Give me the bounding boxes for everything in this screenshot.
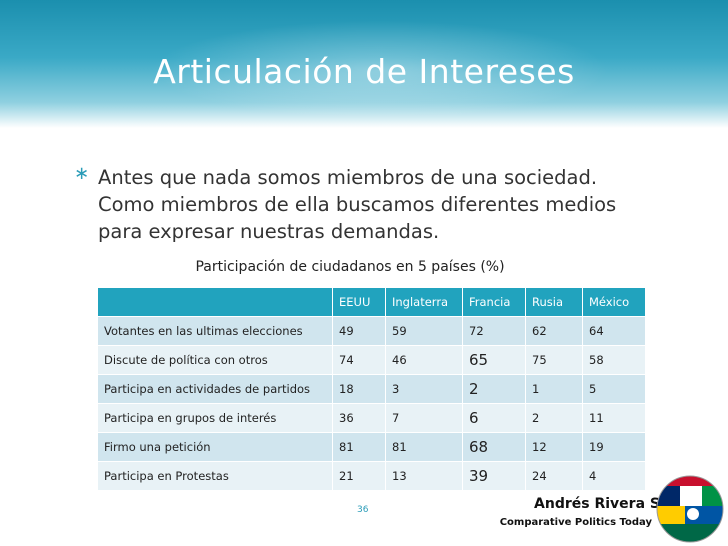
table-cell: 12 — [525, 432, 583, 462]
table-cell: 21 — [332, 461, 386, 491]
table-cell: 1 — [525, 374, 583, 404]
bullet-text: Antes que nada somos miembros de una soc… — [98, 166, 617, 243]
table-cell: 81 — [332, 432, 386, 462]
table-cell: 75 — [525, 345, 583, 375]
table-cell: 5 — [582, 374, 646, 404]
bullet-marker: ∗ — [74, 163, 90, 184]
table-cell: 72 — [462, 316, 526, 346]
table-cell: 3 — [385, 374, 463, 404]
table-cell: 2 — [462, 374, 526, 404]
slide-title: Articulación de Intereses — [153, 52, 575, 91]
page-number: 36 — [357, 505, 369, 515]
header-cell — [97, 287, 333, 317]
table-cell: 64 — [582, 316, 646, 346]
table-cell: 24 — [525, 461, 583, 491]
table-row: Participa en grupos de interés 36 7 6 2 11 — [97, 403, 646, 433]
table-cell: 49 — [332, 316, 386, 346]
column-header: EEUU — [332, 287, 386, 317]
table-cell: 46 — [385, 345, 463, 375]
header-row: EEUU Inglaterra Francia Rusia México — [97, 287, 646, 317]
table-row: Participa en Protestas 21 13 39 24 4 — [97, 461, 646, 491]
table-cell: 59 — [385, 316, 463, 346]
data-table: EEUU Inglaterra Francia Rusia México Votante… — [97, 287, 646, 491]
row-label: Votantes en las ultimas elecciones — [97, 316, 333, 346]
row-label: Participa en Protestas — [97, 461, 333, 491]
column-header: Rusia — [525, 287, 583, 317]
table-cell: 2 — [525, 403, 583, 433]
table-row: Firmo una petición 81 81 68 12 19 — [97, 432, 646, 462]
column-header: México — [582, 287, 646, 317]
table-cell: 62 — [525, 316, 583, 346]
row-label: Participa en grupos de interés — [97, 403, 333, 433]
flag-globe — [656, 475, 724, 543]
table-cell: 6 — [462, 403, 526, 433]
table-row: Votantes en las ultimas elecciones 49 59 72… — [97, 316, 646, 346]
row-label: Firmo una petición — [97, 432, 333, 462]
table-cell: 81 — [385, 432, 463, 462]
table-body: Votantes en las ultimas elecciones 49 59 72… — [97, 316, 646, 491]
table-cell: 13 — [385, 461, 463, 491]
table-cell: 39 — [462, 461, 526, 491]
table-row: Discute de política con otros 74 46 65 75 58 — [97, 345, 646, 375]
header-band — [0, 0, 728, 128]
table-row: Participa en actividades de partidos 18 3 2… — [97, 374, 646, 404]
book-title: Comparative Politics Today — [499, 517, 652, 528]
row-label: Participa en actividades de partidos — [97, 374, 333, 404]
table-caption: Participación de ciudadanos en 5 países … — [195, 259, 505, 275]
table-cell: 11 — [582, 403, 646, 433]
table-cell: 65 — [462, 345, 526, 375]
table-cell: 74 — [332, 345, 386, 375]
table-cell: 7 — [385, 403, 463, 433]
table-cell: 58 — [582, 345, 646, 375]
column-header: Francia — [462, 287, 526, 317]
author: Andrés Rivera S — [534, 496, 660, 512]
table-cell: 4 — [582, 461, 646, 491]
table-cell: 36 — [332, 403, 386, 433]
table-cell: 68 — [462, 432, 526, 462]
row-label: Discute de política con otros — [97, 345, 333, 375]
table-cell: 19 — [582, 432, 646, 462]
column-header: Inglaterra — [385, 287, 463, 317]
table-cell: 18 — [332, 374, 386, 404]
